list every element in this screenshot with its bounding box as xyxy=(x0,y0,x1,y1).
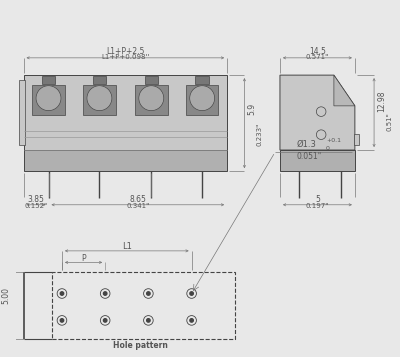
Text: 0.051": 0.051" xyxy=(296,152,322,161)
Text: 0.571": 0.571" xyxy=(306,54,329,60)
Text: +0.1: +0.1 xyxy=(326,138,341,143)
Text: 8.65: 8.65 xyxy=(129,195,146,203)
Circle shape xyxy=(139,86,164,111)
Circle shape xyxy=(104,292,107,295)
Text: 3.85: 3.85 xyxy=(28,195,44,203)
Bar xyxy=(280,150,355,171)
Bar xyxy=(32,85,65,115)
Text: 0.233": 0.233" xyxy=(257,123,263,146)
Text: Ø1.3: Ø1.3 xyxy=(296,140,316,149)
Bar xyxy=(24,75,227,150)
Bar xyxy=(52,272,235,339)
Polygon shape xyxy=(334,75,355,106)
Bar xyxy=(83,85,116,115)
Circle shape xyxy=(147,292,150,295)
Text: L1: L1 xyxy=(122,242,132,251)
Bar xyxy=(19,80,24,145)
Circle shape xyxy=(60,319,64,322)
Text: 0.197": 0.197" xyxy=(0,302,2,325)
Text: 0.341": 0.341" xyxy=(126,203,150,209)
Circle shape xyxy=(104,319,107,322)
Bar xyxy=(93,76,106,84)
Bar xyxy=(24,150,227,171)
Bar xyxy=(354,134,359,145)
Bar xyxy=(144,76,158,84)
Circle shape xyxy=(190,292,193,295)
Text: 0.197": 0.197" xyxy=(306,203,329,209)
Polygon shape xyxy=(280,75,355,150)
Text: 5.9: 5.9 xyxy=(248,103,257,115)
Bar xyxy=(186,85,218,115)
Circle shape xyxy=(87,86,112,111)
Text: 12.98: 12.98 xyxy=(377,91,386,112)
Text: 0.51": 0.51" xyxy=(386,112,392,131)
Text: L1+P+0.098'': L1+P+0.098'' xyxy=(101,54,150,60)
Circle shape xyxy=(190,319,193,322)
Text: 14.5: 14.5 xyxy=(309,47,326,56)
Text: 0.152": 0.152" xyxy=(24,203,48,209)
Circle shape xyxy=(36,86,61,111)
Text: 5: 5 xyxy=(315,195,320,203)
Bar xyxy=(135,85,168,115)
Circle shape xyxy=(147,319,150,322)
Circle shape xyxy=(60,292,64,295)
Text: 5.00: 5.00 xyxy=(2,287,11,304)
Text: P: P xyxy=(81,254,86,263)
Bar xyxy=(42,76,55,84)
Circle shape xyxy=(190,86,215,111)
Bar xyxy=(196,76,209,84)
Text: L1+P+2.5: L1+P+2.5 xyxy=(106,47,144,56)
Text: Hole pattern: Hole pattern xyxy=(113,341,168,351)
Text: 0: 0 xyxy=(326,146,330,151)
